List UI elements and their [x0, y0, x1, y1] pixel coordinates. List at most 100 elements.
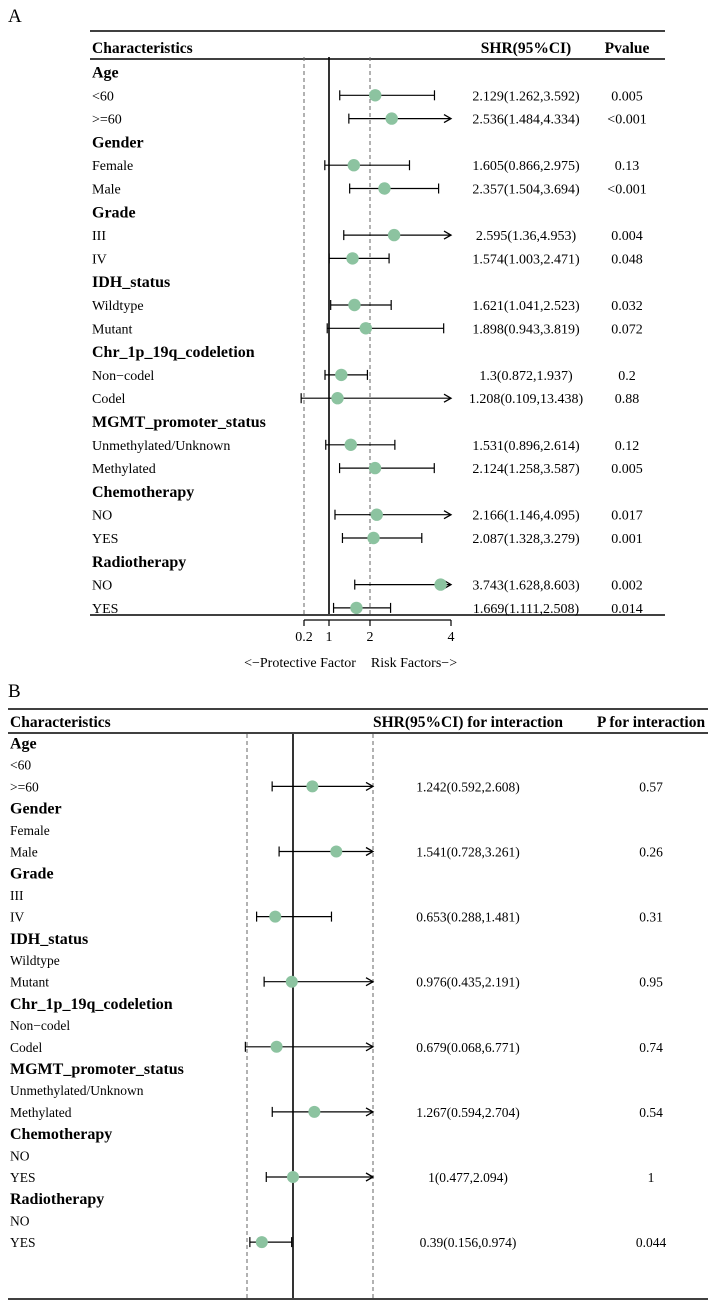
row-label: Non−codel: [10, 1018, 70, 1033]
row-label: Wildtype: [10, 953, 60, 968]
point-estimate: [434, 578, 447, 591]
group-label: Age: [10, 736, 37, 753]
shr-text: 1.574(1.003,2.471): [472, 252, 580, 267]
shr-text: 1(0.477,2.094): [428, 1170, 508, 1185]
shr-text: 1.541(0.728,3.261): [416, 845, 520, 860]
row-label: Male: [10, 845, 38, 860]
p-value: 0.88: [615, 392, 640, 407]
shr-text: 2.536(1.484,4.334): [472, 113, 580, 128]
x-tick-label: 4: [448, 630, 455, 645]
group-label: Grade: [10, 866, 54, 883]
group-label: MGMT_promoter_status: [10, 1061, 184, 1078]
shr-text: 1.605(0.866,2.975): [472, 159, 580, 174]
p-value: 0.001: [611, 532, 643, 547]
panel-label: B: [8, 681, 21, 702]
p-value: 1: [648, 1170, 655, 1185]
point-estimate: [344, 438, 357, 451]
point-estimate: [255, 1236, 268, 1249]
point-estimate: [308, 1105, 321, 1118]
p-value: 0.2: [618, 369, 636, 384]
p-value: 0.95: [639, 975, 663, 990]
p-value: <0.001: [607, 183, 646, 198]
shr-text: 2.357(1.504,3.694): [472, 183, 580, 198]
group-label: IDH_status: [10, 931, 88, 948]
p-value: 0.26: [639, 845, 663, 860]
shr-text: 0.976(0.435,2.191): [416, 975, 520, 990]
point-estimate: [270, 1040, 283, 1053]
p-value: 0.017: [611, 509, 643, 524]
ci-arrow-right: [365, 1107, 375, 1117]
point-estimate: [385, 112, 398, 125]
p-value: 0.57: [639, 779, 663, 794]
p-value: 0.005: [611, 462, 643, 477]
group-label: MGMT_promoter_status: [92, 414, 266, 431]
point-estimate: [367, 531, 380, 545]
group-label: IDH_status: [92, 274, 170, 291]
point-estimate: [359, 322, 373, 335]
ci-arrow-right: [365, 1172, 375, 1182]
point-estimate: [348, 298, 361, 312]
row-label: <60: [10, 758, 31, 773]
x-tick-label: 1: [326, 630, 333, 645]
row-label: NO: [92, 509, 112, 524]
shr-text: 0.653(0.288,1.481): [416, 910, 520, 925]
row-label: >=60: [92, 113, 122, 128]
header-characteristics: Characteristics: [10, 714, 111, 731]
point-estimate: [285, 975, 298, 988]
p-value: 0.12: [615, 439, 640, 454]
shr-text: 1.669(1.111,2.508): [473, 602, 580, 617]
row-label: NO: [92, 579, 112, 594]
shr-text: 1.621(1.041,2.523): [472, 299, 580, 314]
row-label: III: [10, 888, 24, 903]
xlabel-protective: <−Protective Factor: [244, 656, 356, 671]
row-label: Methylated: [10, 1105, 72, 1120]
point-estimate: [347, 159, 361, 172]
ci-arrow-right: [443, 510, 453, 520]
row-label: YES: [92, 532, 118, 547]
group-label: Grade: [92, 204, 136, 221]
row-label: IV: [10, 910, 24, 925]
p-value: 0.032: [611, 299, 643, 314]
group-label: Chr_1p_19q_codeletion: [92, 344, 255, 361]
shr-text: 0.39(0.156,0.974): [420, 1235, 517, 1250]
row-label: Mutant: [92, 322, 133, 337]
point-estimate: [350, 601, 363, 615]
p-value: 0.072: [611, 322, 643, 337]
p-value: 0.54: [639, 1105, 663, 1120]
row-label: <60: [92, 89, 114, 104]
header-pvalue: Pvalue: [605, 40, 650, 57]
shr-text: 1.267(0.594,2.704): [416, 1105, 520, 1120]
shr-text: 2.595(1.36,4.953): [476, 229, 577, 244]
shr-text: 1.208(0.109,13.438): [469, 392, 584, 407]
row-label: III: [92, 229, 106, 244]
ci-arrow-right: [365, 1042, 375, 1052]
shr-text: 1.242(0.592,2.608): [416, 779, 520, 794]
point-estimate: [346, 252, 359, 265]
row-label: NO: [10, 1213, 30, 1228]
row-label: Unmethylated/Unknown: [10, 1083, 144, 1098]
point-estimate: [331, 392, 344, 405]
row-label: >=60: [10, 779, 39, 794]
p-value: <0.001: [607, 113, 646, 128]
group-label: Gender: [10, 801, 62, 818]
row-label: Wildtype: [92, 299, 144, 314]
p-value: 0.002: [611, 579, 643, 594]
header-pvalue: P for interaction: [597, 714, 706, 731]
forest-plot-a: A Characteristics SHR(95%CI) Pvalue Age <60 2.…: [8, 6, 665, 671]
point-estimate: [368, 461, 382, 475]
p-value: 0.004: [611, 229, 643, 244]
row-label: Mutant: [10, 975, 49, 990]
group-label: Chemotherapy: [10, 1126, 112, 1143]
ci-arrow-right: [443, 580, 453, 590]
ci-arrow-right: [443, 393, 453, 403]
row-label: NO: [10, 1148, 30, 1163]
ci-arrow-right: [365, 781, 375, 791]
xlabel-risk: Risk Factors−>: [371, 656, 457, 671]
row-label: IV: [92, 252, 107, 267]
header-characteristics: Characteristics: [92, 40, 193, 57]
point-estimate: [335, 368, 348, 382]
shr-text: 3.743(1.628,8.603): [472, 579, 580, 594]
shr-text: 2.087(1.328,3.279): [472, 532, 580, 547]
point-estimate: [287, 1171, 299, 1183]
header-estimate: SHR(95%CI): [481, 40, 571, 57]
